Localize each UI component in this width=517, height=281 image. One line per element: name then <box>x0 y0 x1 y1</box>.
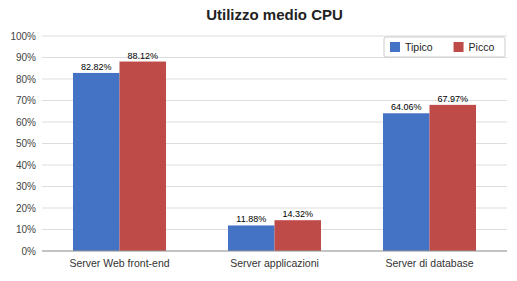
y-tick-label: 60% <box>16 117 36 128</box>
chart: Utilizzo medio CPU 0% 10% 20% 30% 40% 50% 60% 70… <box>0 0 517 281</box>
bar <box>120 62 167 251</box>
data-label: 88.12% <box>127 51 158 61</box>
grid-line <box>42 251 507 252</box>
bar <box>228 225 275 251</box>
x-tick-label: Server Web front-end <box>69 257 169 269</box>
x-tick-label: Server di database <box>385 257 473 269</box>
y-tick-label: 80% <box>16 74 36 85</box>
bar <box>73 73 120 251</box>
title: Utilizzo medio CPU <box>206 6 343 23</box>
bars <box>73 62 476 251</box>
bar <box>383 113 430 251</box>
x-axis-line <box>42 251 507 252</box>
y-tick-label: 0% <box>22 246 37 257</box>
legend-box <box>384 37 505 57</box>
legend-label: Tipico <box>405 41 433 53</box>
y-tick-label: 100% <box>10 31 36 42</box>
data-label: 64.06% <box>391 102 422 112</box>
legend-swatch <box>454 42 464 52</box>
x-tick-label: Server applicazioni <box>230 257 319 269</box>
y-tick-label: 50% <box>16 138 36 149</box>
chart-container: Utilizzo medio CPU 0% 10% 20% 30% 40% 50% 60% 70… <box>0 0 517 281</box>
data-label: 67.97% <box>437 94 468 104</box>
legend-swatch <box>390 42 400 52</box>
data-label: 11.88% <box>236 214 266 224</box>
y-axis: 0% 10% 20% 30% 40% 50% 60% 70% 80% 90% 100% <box>10 31 36 257</box>
grid <box>42 36 507 251</box>
data-labels: 82.82% 11.88% 64.06% 88.12% 14.32% 67.97% <box>81 51 468 225</box>
bar <box>430 105 477 251</box>
x-axis: Server Web front-end Server applicazioni S… <box>42 251 507 269</box>
y-tick-label: 30% <box>16 181 36 192</box>
data-label: 82.82% <box>81 62 112 72</box>
y-tick-label: 20% <box>16 203 36 214</box>
legend-label: Picco <box>469 41 495 53</box>
y-tick-label: 10% <box>16 224 36 235</box>
bar <box>275 220 322 251</box>
y-tick-label: 90% <box>16 52 36 63</box>
y-tick-label: 70% <box>16 95 36 106</box>
data-label: 14.32% <box>282 209 313 219</box>
y-tick-label: 40% <box>16 160 36 171</box>
legend: Tipico Picco <box>384 37 505 57</box>
grid-line <box>42 36 507 37</box>
